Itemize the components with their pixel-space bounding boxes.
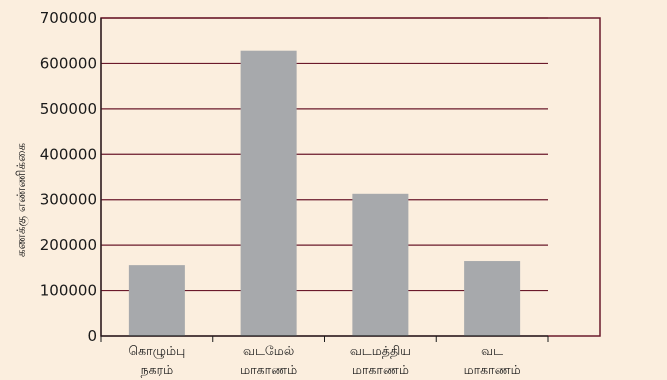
y-tick-label: 700000: [40, 9, 97, 27]
y-tick-label: 0: [87, 327, 97, 345]
x-category-label: வடமத்திய மாகாணம்: [350, 343, 411, 377]
y-tick-label: 600000: [40, 54, 97, 72]
gridlines: [101, 17, 548, 292]
axes: [100, 18, 549, 342]
bar: [464, 261, 521, 336]
bar: [240, 50, 297, 337]
y-tick-label: 300000: [40, 191, 97, 209]
y-tick-label: 500000: [40, 100, 97, 118]
y-tick-label: 100000: [40, 282, 97, 300]
bars: [128, 50, 521, 337]
bar: [128, 265, 185, 336]
x-category-label: வடமேல் மாகாணம்: [240, 343, 297, 377]
x-category-labels: கொழும்பு நகரம் வடமேல் மாகாணம் வடமத்திய மாகாணம…: [128, 343, 520, 377]
y-axis-label: கணக்கு எண்ணிக்கை: [14, 143, 28, 258]
x-category-label: வட மாகாணம்: [464, 343, 521, 377]
y-tick-labels: 0 100000 200000 300000 400000 500000 600000 700…: [40, 9, 97, 345]
y-tick-label: 200000: [40, 236, 97, 254]
y-tick-label: 400000: [40, 145, 97, 163]
x-category-label: கொழும்பு நகரம்: [128, 343, 185, 377]
bar: [352, 193, 409, 336]
